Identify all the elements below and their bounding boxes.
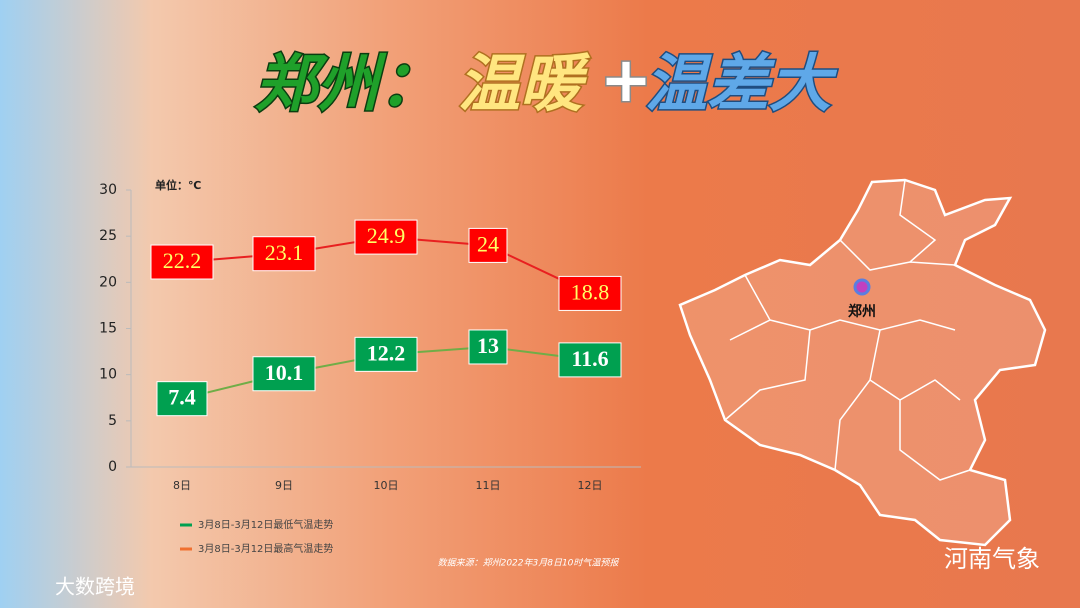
data-label-box [354, 336, 418, 372]
x-tick-label: 12日 [578, 479, 603, 492]
title-part: + [600, 43, 652, 116]
data-label: 18.8 [571, 279, 610, 304]
data-label: 10.1 [265, 360, 304, 385]
legend-label: 3月8日-3月12日最低气温走势 [198, 518, 333, 531]
title-part: 温暖 [458, 47, 591, 120]
map-outline [678, 178, 1047, 547]
title-part: 郑州： [255, 47, 441, 120]
data-label-box [150, 244, 214, 280]
data-label-box [252, 236, 316, 272]
data-label: 7.4 [168, 385, 196, 410]
y-tick-label: 0 [108, 459, 117, 475]
x-tick-label: 11日 [476, 479, 501, 492]
data-label: 11.6 [571, 346, 608, 371]
map-borders [724, 179, 971, 481]
map-label: 郑州 [848, 303, 876, 320]
data-label: 24 [477, 231, 499, 256]
data-label: 24.9 [367, 223, 406, 248]
x-tick-label: 9日 [275, 479, 293, 492]
province-map: 郑州 [678, 178, 1047, 547]
y-tick-label: 15 [99, 321, 117, 337]
data-label: 22.2 [163, 248, 202, 273]
data-label-box [558, 275, 622, 311]
data-label: 23.1 [265, 240, 304, 265]
plot: 0 5 10 15 20 25 30 8日 9日 10日 11日 12日 7.4 10.1 12.2 13 11… [99, 182, 641, 555]
source-note: 数据来源：郑州2022年3月8日10时气温预报 [438, 558, 620, 569]
data-label: 12.2 [367, 340, 406, 365]
title-part: 温差大 [645, 47, 838, 120]
title: 郑州： 温暖 + 温差大 [254, 42, 840, 122]
data-label-box [252, 356, 316, 392]
watermark: 大数跨境 [55, 575, 135, 599]
x-tick-label: 8日 [173, 479, 191, 492]
y-tick-label: 25 [99, 228, 117, 244]
y-tick-label: 30 [99, 182, 117, 198]
map-pin [853, 278, 871, 296]
data-label: 13 [477, 333, 499, 358]
y-tick-label: 10 [99, 367, 117, 383]
legend-label: 3月8日-3月12日最高气温走势 [198, 542, 333, 555]
x-tick-label: 10日 [374, 479, 399, 492]
watermark: 河南气象 [944, 545, 1040, 573]
data-label-box [156, 381, 208, 417]
y-tick-label: 5 [108, 413, 117, 429]
data-label-box [468, 227, 508, 263]
data-label-box [354, 219, 418, 255]
unit-label: 单位：℃ [155, 178, 201, 192]
y-tick-label: 20 [99, 274, 117, 290]
data-label-box [468, 329, 508, 365]
data-label-box [558, 342, 622, 378]
